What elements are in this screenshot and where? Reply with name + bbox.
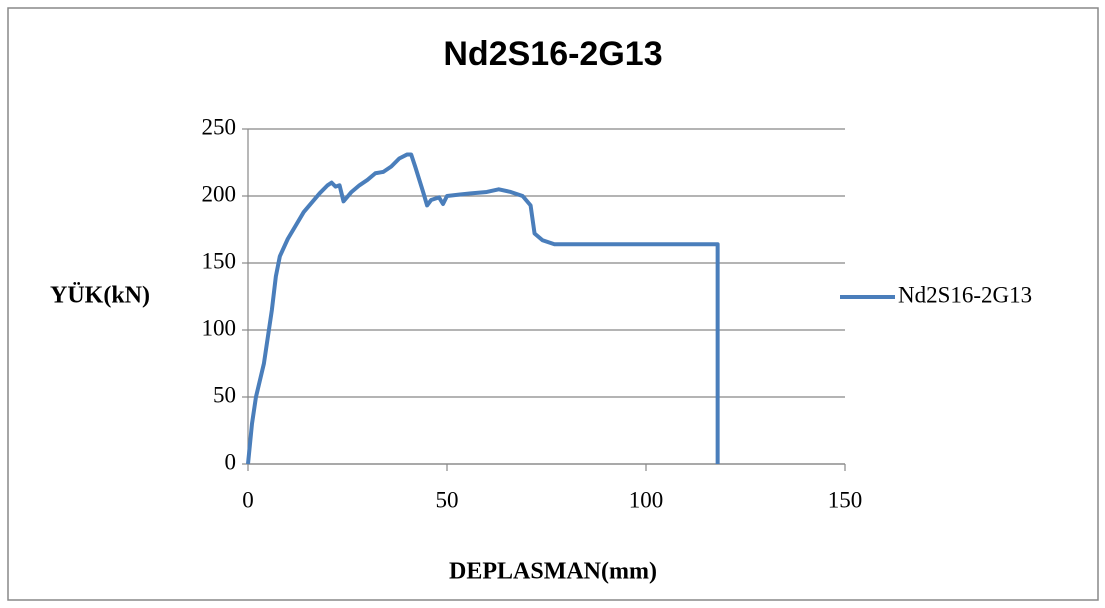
chart-title: Nd2S16-2G13 (443, 35, 662, 73)
y-tick-label: 150 (202, 248, 237, 273)
data-line (246, 152, 720, 465)
y-tick-label: 200 (202, 181, 237, 206)
x-tick-label: 150 (828, 487, 863, 512)
y-tick-label: 250 (202, 114, 237, 139)
chart-border (7, 7, 1099, 601)
x-tick-label: 100 (629, 487, 664, 512)
x-tick-label: 50 (436, 487, 459, 512)
y-tick-label: 50 (213, 382, 236, 407)
x-tick-label: 0 (242, 487, 254, 512)
legend-label: Nd2S16-2G13 (898, 282, 1032, 307)
y-tick-label: 100 (202, 315, 237, 340)
x-axis-label: DEPLASMAN(mm) (449, 559, 657, 585)
y-tick-label: 0 (225, 449, 237, 474)
y-axis-label: YÜK(kN) (50, 283, 150, 309)
